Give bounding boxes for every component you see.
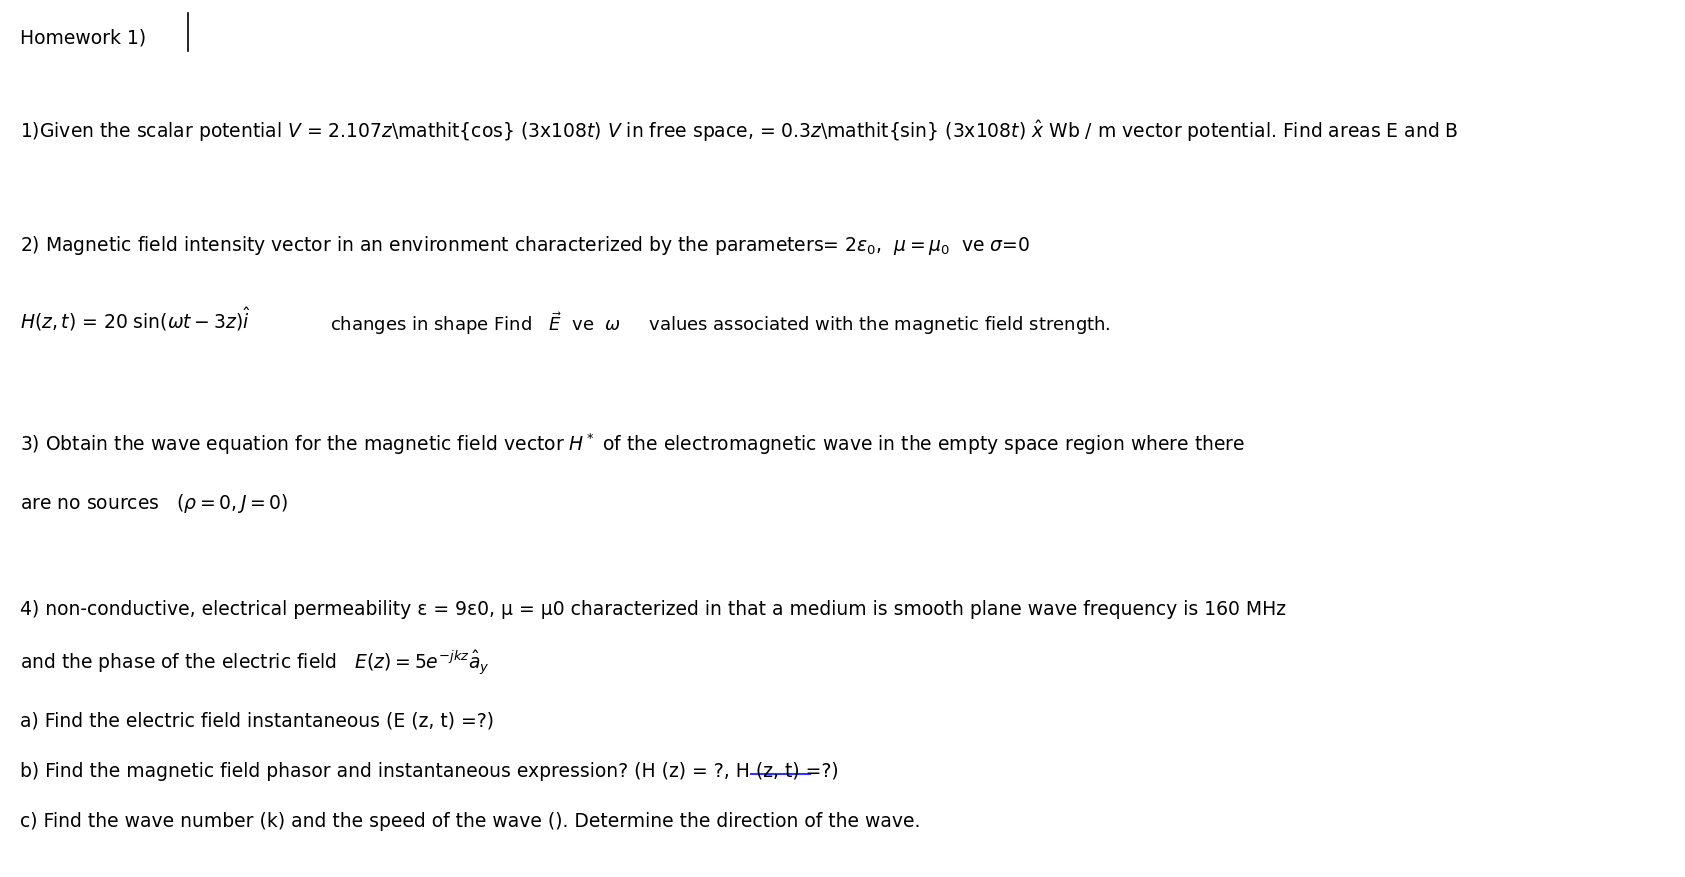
Text: b) Find the magnetic field phasor and instantaneous expression? (H (z) = ?, H (z: b) Find the magnetic field phasor and in…	[20, 761, 839, 781]
Text: 2) Magnetic field intensity vector in an environment characterized by the parame: 2) Magnetic field intensity vector in an…	[20, 234, 1030, 257]
Text: Homework 1): Homework 1)	[20, 28, 147, 47]
Text: 1)Given the scalar potential $V$ = 2.107$z$\mathit{cos} $(3\mathrm{x}108t)$ $V$ : 1)Given the scalar potential $V$ = 2.107…	[20, 118, 1459, 144]
Text: 4) non-conductive, electrical permeability ε = 9ε0, μ = μ0 characterized in that: 4) non-conductive, electrical permeabili…	[20, 599, 1286, 618]
Text: 3) Obtain the wave equation for the magnetic field vector $H^*$ of the electroma: 3) Obtain the wave equation for the magn…	[20, 431, 1245, 457]
Text: and the phase of the electric field   $E(z) = 5e^{-jkz}\hat{a}_y$: and the phase of the electric field $E(z…	[20, 647, 490, 676]
Text: are no sources   $(\rho = 0, J = 0)$: are no sources $(\rho = 0, J = 0)$	[20, 491, 288, 515]
Text: c) Find the wave number (k) and the speed of the wave (). Determine the directio: c) Find the wave number (k) and the spee…	[20, 811, 920, 830]
Text: $H(z,t)$ = 20 sin($\omega t - 3z$)$\hat{i}$: $H(z,t)$ = 20 sin($\omega t - 3z$)$\hat{…	[20, 304, 251, 332]
Text: changes in shape Find   $\vec{E}$  ve  $\omega$     values associated with the m: changes in shape Find $\vec{E}$ ve $\ome…	[330, 310, 1110, 337]
Text: a) Find the electric field instantaneous (E (z, t) =?): a) Find the electric field instantaneous…	[20, 711, 494, 731]
